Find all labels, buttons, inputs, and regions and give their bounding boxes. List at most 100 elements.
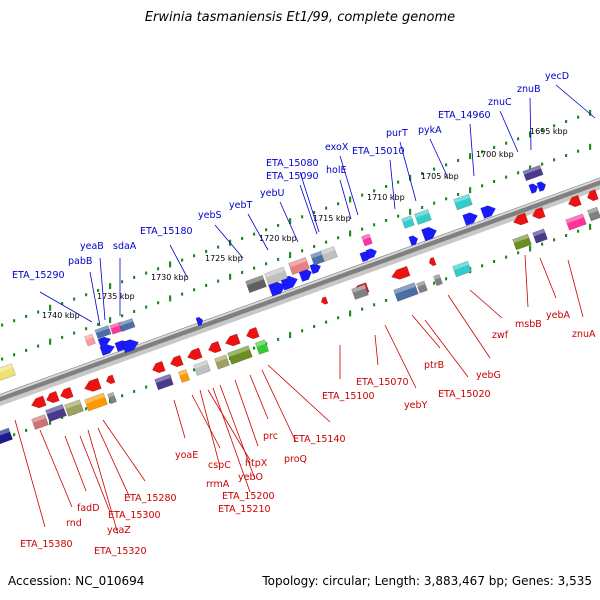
- forward-gene-arrow: [121, 339, 139, 354]
- reverse-gene-label: ETA_15100: [322, 391, 375, 402]
- reverse-leader-line: [261, 369, 297, 443]
- forward-leader-line: [399, 141, 417, 202]
- tick-dot: [553, 238, 556, 242]
- reverse-gene-box: [107, 391, 117, 405]
- reverse-gene-box-shine: [0, 363, 13, 374]
- reverse-gene-arrow: [246, 326, 260, 340]
- tick-dot: [133, 275, 136, 279]
- reverse-gene-label: yeaZ: [107, 525, 131, 536]
- reverse-leader-line: [87, 429, 119, 535]
- tick-dot: [421, 171, 424, 175]
- forward-gene-label: ETA_15090: [266, 171, 319, 182]
- tick-dot: [373, 189, 376, 193]
- tick-dot: [361, 193, 364, 197]
- tick-dot: [229, 273, 232, 280]
- forward-leader-line: [247, 213, 269, 251]
- tick-dot: [49, 418, 52, 425]
- tick-dot: [469, 187, 472, 194]
- forward-gene-box-shine: [401, 215, 413, 223]
- reverse-gene-label: ETA_15320: [94, 546, 147, 557]
- tick-dot: [373, 223, 376, 227]
- reverse-gene-box: [254, 339, 270, 355]
- tick-dot: [217, 245, 220, 249]
- reverse-leader-line: [212, 387, 251, 493]
- tick-dot: [529, 131, 532, 138]
- reverse-gene-box: [433, 273, 443, 287]
- tick-dot: [553, 158, 556, 162]
- forward-leader-line: [469, 123, 475, 177]
- tick-dot: [529, 245, 532, 252]
- forward-gene-box: [118, 318, 136, 332]
- forward-gene-label: yebT: [229, 200, 252, 211]
- reverse-gene-box-shine: [587, 207, 599, 215]
- tick-dot: [181, 292, 184, 296]
- tick-dot: [61, 415, 64, 419]
- forward-leader-line: [89, 271, 101, 327]
- reverse-gene-box: [532, 228, 548, 244]
- tick-dot: [469, 153, 472, 160]
- forward-gene-arrow: [280, 275, 298, 291]
- reverse-gene-label: yebY: [404, 400, 427, 411]
- forward-gene-arrow: [99, 344, 115, 356]
- reverse-gene-label: yebG: [476, 370, 501, 381]
- tick-dot: [445, 197, 448, 201]
- reverse-gene-label: znuA: [572, 329, 596, 340]
- tick-dot: [121, 394, 124, 398]
- tick-dot: [253, 346, 256, 350]
- reverse-gene-arrow: [320, 296, 329, 305]
- forward-gene-arrow: [408, 235, 419, 246]
- forward-gene-box-shine: [310, 250, 324, 259]
- reverse-gene-label: htpX: [245, 458, 268, 469]
- tick-dot: [193, 254, 196, 258]
- tick-dot: [337, 202, 340, 206]
- tick-dot: [397, 214, 400, 218]
- forward-gene-label: ETA_14960: [438, 110, 491, 121]
- tick-dot: [25, 428, 28, 432]
- tick-dot: [457, 158, 460, 162]
- forward-gene-label: purT: [386, 128, 408, 139]
- forward-leader-line: [555, 84, 596, 119]
- tick-dot: [97, 288, 100, 292]
- reverse-leader-line: [14, 419, 46, 528]
- reverse-gene-box: [393, 282, 419, 302]
- map-title: Erwinia tasmaniensis Et1/99, complete ge…: [144, 10, 456, 25]
- reverse-leader-line: [424, 319, 469, 378]
- reverse-gene-box: [214, 354, 230, 370]
- tick-dot: [325, 320, 328, 324]
- reverse-gene-box: [565, 213, 587, 231]
- reverse-gene-box: [214, 354, 230, 370]
- reverse-leader-line: [384, 324, 417, 389]
- reverse-gene-box: [532, 228, 548, 244]
- reverse-gene-box-shine: [45, 404, 64, 415]
- tick-dot: [205, 283, 208, 287]
- reverse-gene-label: ptrB: [424, 360, 444, 371]
- tick-dot: [385, 218, 388, 222]
- tick-dot: [145, 385, 148, 389]
- reverse-gene-box-shine: [512, 234, 529, 244]
- tick-dot: [49, 304, 52, 311]
- tick-dot: [145, 271, 148, 275]
- reverse-leader-line: [411, 314, 441, 349]
- reverse-gene-arrow: [31, 395, 47, 409]
- reverse-gene-box: [193, 360, 211, 376]
- tick-dot: [277, 337, 280, 341]
- forward-gene-label: yecD: [545, 71, 569, 82]
- tick-dot: [1, 323, 4, 327]
- forward-gene-label: ETA_15080: [266, 158, 319, 169]
- forward-gene-box: [84, 333, 96, 347]
- tick-dot: [169, 261, 172, 268]
- reverse-gene-box-shine: [351, 284, 367, 293]
- forward-gene-box-shine: [264, 266, 285, 278]
- reverse-gene-box: [227, 345, 253, 365]
- reverse-gene-arrow: [391, 265, 411, 280]
- tick-dot: [313, 324, 316, 328]
- tick-dot: [529, 165, 532, 172]
- tick-dot: [193, 288, 196, 292]
- forward-gene-box: [94, 325, 112, 339]
- reverse-gene-label: ETA_15200: [222, 491, 275, 502]
- forward-gene-label: ETA_15010: [352, 146, 405, 157]
- reverse-leader-line: [102, 419, 146, 482]
- reverse-gene-arrow: [513, 212, 529, 226]
- tick-dot: [493, 259, 496, 263]
- tick-dot: [13, 319, 16, 323]
